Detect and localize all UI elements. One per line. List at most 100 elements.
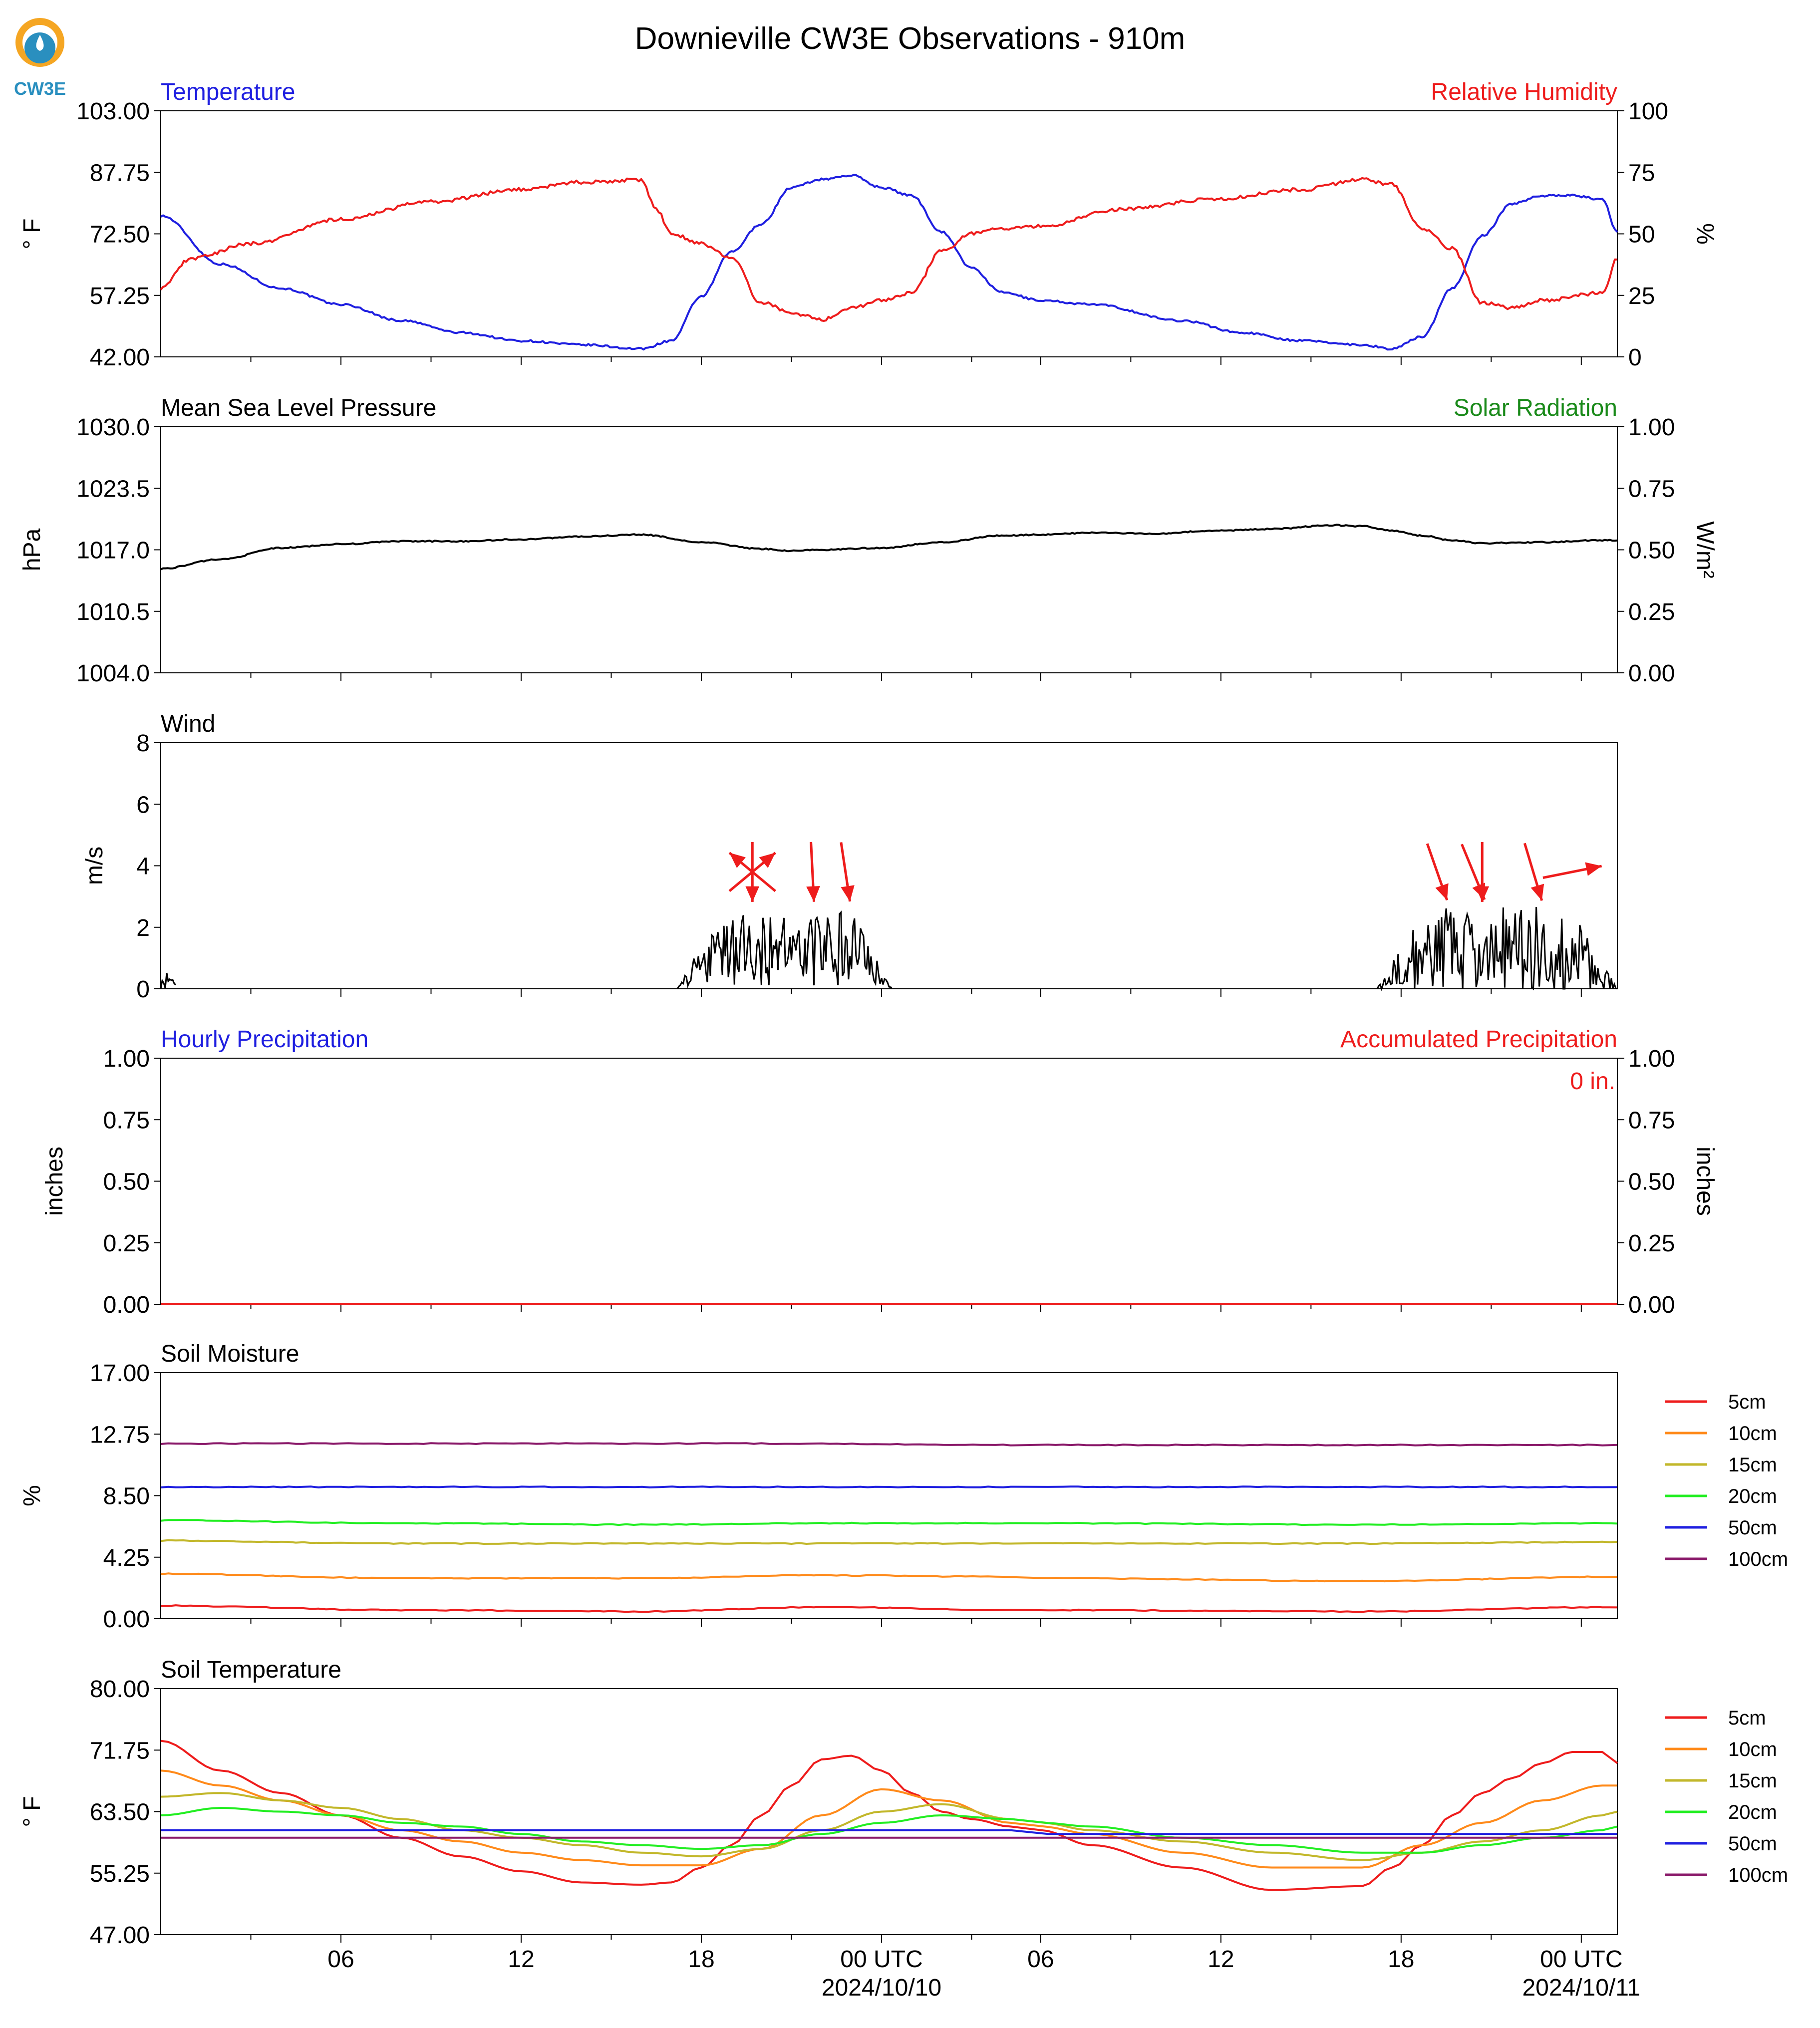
panel-title-right: Solar Radiation <box>1454 395 1617 421</box>
x-date-label: 2024/10/10 <box>822 1975 941 2001</box>
y-tick-label-right: 0.50 <box>1628 538 1675 564</box>
y-axis-label-left: m/s <box>81 847 108 885</box>
y-tick-label-right: 25 <box>1628 283 1655 309</box>
y-tick-label-left: 1.00 <box>103 1046 150 1072</box>
y-axis-label-left: % <box>19 1485 45 1506</box>
wind-arrow-icon <box>1426 843 1449 901</box>
y-tick-label-left: 0.75 <box>103 1107 150 1134</box>
x-tick-label: 06 <box>327 1946 354 1973</box>
legend-item-5cm: 5cm <box>1665 1707 1766 1729</box>
legend-label: 50cm <box>1728 1517 1777 1539</box>
y-axis-label-right: inches <box>1692 1147 1718 1216</box>
y-axis-label-right: W/m² <box>1692 521 1718 579</box>
legend-label: 10cm <box>1728 1423 1777 1445</box>
panel-wind: 8 6 4 2 0 Wind m/s <box>81 711 1618 1003</box>
y-tick-label-left: 4.25 <box>103 1545 150 1571</box>
y-tick-label-left: 12.75 <box>90 1422 150 1448</box>
legend-item-10cm: 10cm <box>1665 1738 1777 1760</box>
y-tick-label-left: 55.25 <box>90 1861 150 1887</box>
logo-text: CW3E <box>14 78 66 99</box>
panel-title-left: Hourly Precipitation <box>161 1026 368 1053</box>
y-tick-label-left: 1023.5 <box>76 476 150 502</box>
y-tick-label-left: 57.25 <box>90 283 150 309</box>
panel-title-left: Soil Temperature <box>161 1657 341 1683</box>
legend-item-10cm: 10cm <box>1665 1423 1777 1445</box>
wind-speed-line <box>160 907 1618 991</box>
y-tick-label-right: 0.50 <box>1628 1169 1675 1195</box>
y-axis-label-left: ° F <box>19 1796 45 1827</box>
y-axis-label-right: % <box>1692 223 1718 245</box>
x-tick-label: 06 <box>1027 1946 1054 1973</box>
y-tick-label-left: 1030.0 <box>76 414 150 441</box>
y-tick-label-left: 0.50 <box>103 1169 150 1195</box>
legend-item-100cm: 100cm <box>1665 1548 1788 1570</box>
panel-title-left: Mean Sea Level Pressure <box>161 395 436 421</box>
legend-item-5cm: 5cm <box>1665 1391 1766 1413</box>
y-tick-label-right: 0 <box>1628 344 1642 371</box>
accumulated-annotation: 0 in. <box>1570 1068 1615 1095</box>
legend-label: 100cm <box>1728 1864 1788 1886</box>
y-tick-label-left: 42.00 <box>90 344 150 371</box>
x-tick-label: 18 <box>1388 1946 1414 1973</box>
cw3e-logo: CW3E <box>14 18 66 99</box>
series-line-left <box>160 524 1618 571</box>
y-tick-label-left: 8 <box>136 730 150 757</box>
panel-title-left: Soil Moisture <box>161 1341 299 1367</box>
y-tick-label-left: 71.75 <box>90 1738 150 1764</box>
x-tick-label: 12 <box>1208 1946 1234 1973</box>
x-tick-label: 00 UTC <box>840 1946 922 1973</box>
series-line-left <box>160 174 1618 351</box>
y-tick-label-left: 6 <box>136 792 150 818</box>
series-line-15cm <box>160 1792 1618 1861</box>
y-tick-label-left: 2 <box>136 915 150 941</box>
y-tick-label-left: 0.25 <box>103 1230 150 1257</box>
series-line-50cm <box>160 1485 1617 1488</box>
logo-drop-icon <box>36 35 44 51</box>
panel-title-right: Accumulated Precipitation <box>1340 1026 1617 1053</box>
y-axis-label-left: inches <box>41 1147 68 1216</box>
y-tick-label-left: 80.00 <box>90 1676 150 1703</box>
panel-title-left: Temperature <box>161 79 295 105</box>
series-line-20cm <box>160 1519 1618 1526</box>
legend-item-50cm: 50cm <box>1665 1517 1777 1539</box>
y-tick-label-left: 72.50 <box>90 222 150 248</box>
panel-temperature_humidity: 103.00 87.75 72.50 57.25 42.00 100 75 50 25 0 Temp… <box>19 79 1718 371</box>
wind-arrow-icon <box>1542 862 1602 879</box>
wind-arrow-icon <box>728 852 776 892</box>
wind-arrow-icon <box>1475 842 1490 902</box>
panel-soil_temperature: 80.00 71.75 63.50 55.25 47.00 Soil Temperatur… <box>19 1657 1788 2001</box>
y-tick-label-left: 4 <box>136 854 150 880</box>
y-tick-label-right: 1.00 <box>1628 414 1675 441</box>
panel-pressure_solar: 1030.0 1023.5 1017.0 1010.5 1004.0 1.00 0.75 0.… <box>19 395 1718 687</box>
y-axis-label-left: ° F <box>19 219 45 250</box>
y-tick-label-right: 100 <box>1628 98 1668 125</box>
series-line-100cm <box>160 1442 1618 1447</box>
y-tick-label-left: 17.00 <box>90 1360 150 1387</box>
wind-arrow-icon <box>840 842 855 902</box>
legend-item-20cm: 20cm <box>1665 1801 1777 1823</box>
series-line-15cm <box>160 1539 1618 1545</box>
panel-soil_moisture: 17.00 12.75 8.50 4.25 0.00 Soil Moisture% 5cm 1… <box>19 1341 1788 1633</box>
wind-arrow-icon <box>806 842 820 902</box>
legend-item-15cm: 15cm <box>1665 1770 1777 1792</box>
panel-title-left: Wind <box>161 711 215 737</box>
legend-label: 15cm <box>1728 1454 1777 1476</box>
figure-title: Downieville CW3E Observations - 910m <box>635 21 1186 56</box>
legend-label: 15cm <box>1728 1770 1777 1792</box>
legend-label: 100cm <box>1728 1548 1788 1570</box>
series-line-20cm <box>160 1807 1618 1854</box>
y-tick-label-left: 87.75 <box>90 160 150 186</box>
y-tick-label-right: 0.00 <box>1628 660 1675 687</box>
y-tick-label-right: 75 <box>1628 160 1655 186</box>
x-date-label: 2024/10/11 <box>1522 1975 1640 2001</box>
legend-item-15cm: 15cm <box>1665 1454 1777 1476</box>
y-tick-label-left: 47.00 <box>90 1922 150 1949</box>
y-tick-label-left: 1017.0 <box>76 538 150 564</box>
wind-arrow-icon <box>1523 843 1544 901</box>
series-line-50cm <box>161 1829 1617 1835</box>
series-line-right <box>160 177 1617 322</box>
y-tick-label-right: 50 <box>1628 222 1655 248</box>
panels: 103.00 87.75 72.50 57.25 42.00 100 75 50 25 0 Temp… <box>19 79 1788 2001</box>
y-tick-label-right: 0.25 <box>1628 1230 1675 1257</box>
